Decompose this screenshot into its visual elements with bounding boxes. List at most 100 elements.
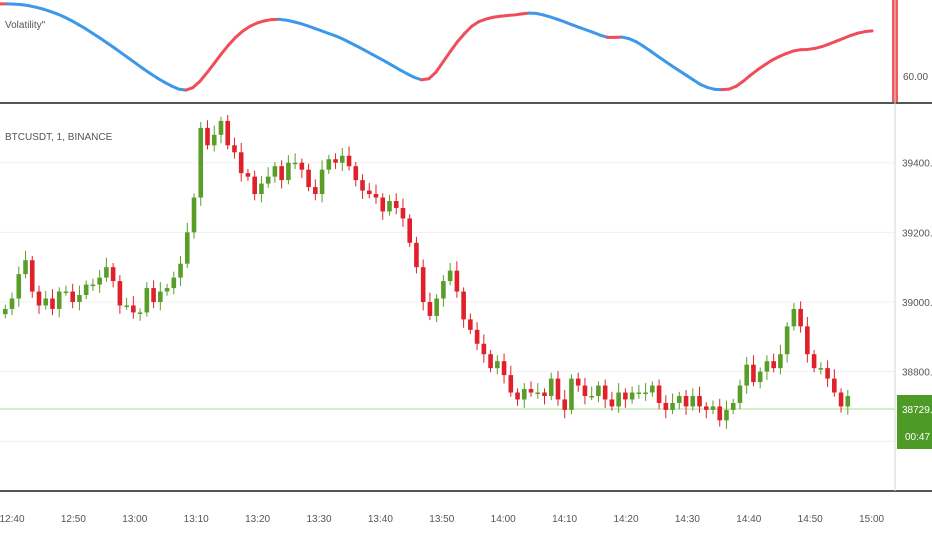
indicator-segment: [448, 40, 459, 53]
candle-body: [845, 395, 851, 407]
candle-body: [299, 162, 305, 170]
indicator-segment: [205, 61, 216, 74]
candle-body: [137, 312, 143, 314]
last-price-value: 38729.73: [902, 405, 932, 416]
candle-body: [205, 127, 210, 146]
candle-body: [326, 159, 332, 170]
indicator-segment: [220, 43, 231, 56]
candle-body: [791, 308, 797, 327]
time-tick-label: 13:30: [306, 514, 331, 525]
candle-body: [771, 361, 776, 369]
candle-countdown: 00:47: [905, 432, 930, 443]
candle-body: [218, 120, 224, 135]
candle-body: [454, 270, 460, 292]
time-tick-label: 14:50: [798, 514, 823, 525]
candle-body: [97, 277, 102, 285]
candle-body: [56, 291, 62, 309]
candle-body: [663, 402, 669, 410]
candle-body: [313, 187, 318, 195]
indicator-label: Volatility": [5, 20, 46, 31]
candle-body: [434, 298, 439, 316]
candle-body: [474, 329, 480, 344]
candle-body: [636, 392, 642, 395]
candle-body: [650, 385, 655, 393]
time-tick-label: 14:20: [613, 514, 638, 525]
price-tick-label: 39000.00: [902, 298, 932, 309]
candle-body: [366, 190, 372, 195]
candle-body: [50, 298, 55, 309]
candle-body: [555, 378, 561, 400]
candle-body: [43, 298, 49, 306]
candle-body: [461, 291, 466, 320]
candle-body: [265, 176, 271, 184]
candle-body: [77, 295, 82, 302]
indicator-segment: [434, 60, 445, 74]
candle-body: [528, 389, 534, 393]
candle-body: [811, 354, 817, 369]
candle-body: [616, 392, 621, 407]
last-price-tag: [897, 395, 932, 449]
candle-body: [521, 389, 527, 400]
candle-body: [346, 155, 352, 167]
candle-body: [9, 298, 15, 309]
candle-body: [744, 364, 749, 386]
candle-body: [589, 395, 594, 398]
candle-body: [23, 260, 28, 275]
candle-body: [778, 354, 783, 369]
time-tick-label: 13:50: [429, 514, 454, 525]
candle-body: [83, 284, 89, 296]
candle-body: [232, 145, 237, 153]
candle-body: [90, 284, 96, 287]
candle-body: [414, 242, 419, 268]
candle-body: [292, 162, 298, 165]
indicator-segment: [212, 52, 224, 65]
candle-body: [340, 155, 345, 163]
candle-body: [245, 173, 251, 177]
candle-body: [319, 169, 325, 195]
candle-body: [117, 281, 123, 306]
candle-body: [400, 207, 406, 219]
candle-body: [279, 166, 284, 181]
time-tick-label: 14:10: [552, 514, 577, 525]
candle-body: [36, 291, 42, 306]
candle-body: [191, 197, 197, 233]
candle-body: [468, 319, 473, 330]
candle-body: [164, 288, 170, 292]
candle-body: [441, 281, 446, 299]
time-tick-label: 12:40: [0, 514, 25, 525]
symbol-label: BTCUSDT, 1, BINANCE: [5, 132, 113, 143]
candle-body: [596, 385, 601, 396]
grid-lines: [0, 162, 895, 442]
time-tick-label: 13:10: [184, 514, 209, 525]
candle-body: [623, 392, 628, 400]
candle-body: [710, 406, 716, 410]
candle-body: [697, 395, 702, 407]
time-tick-label: 13:40: [368, 514, 393, 525]
candle-body: [488, 354, 493, 369]
candle-body: [171, 277, 177, 289]
indicator-segment: [863, 29, 874, 34]
candle-body: [211, 134, 217, 146]
candle-body: [16, 274, 22, 299]
candle-body: [562, 399, 568, 410]
candle-body: [683, 395, 689, 407]
candle-body: [805, 326, 810, 355]
candle-body: [353, 166, 359, 181]
candle-body: [582, 385, 588, 396]
candles: [3, 115, 851, 429]
candle-body: [764, 361, 770, 372]
candle-body: [158, 291, 163, 302]
candle-body: [198, 127, 204, 198]
candle-body: [575, 378, 581, 386]
candle-body: [670, 402, 675, 410]
candle-body: [272, 166, 278, 177]
time-tick-label: 13:00: [122, 514, 147, 525]
candle-body: [104, 267, 109, 278]
candle-body: [832, 378, 837, 393]
candle-body: [495, 361, 500, 369]
candle-body: [144, 288, 150, 313]
indicator-segment: [441, 50, 452, 64]
indicator-axis-label: 60.00: [903, 72, 928, 83]
candle-body: [29, 260, 35, 292]
